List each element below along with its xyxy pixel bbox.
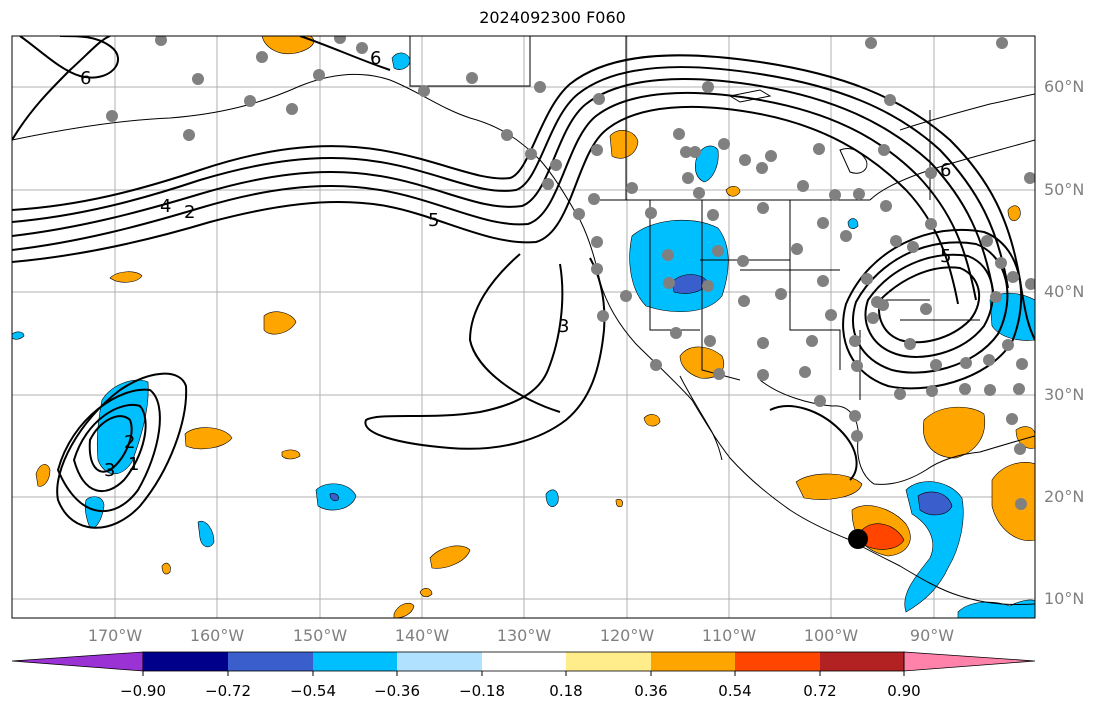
colorbar-segment [820, 652, 904, 671]
colorbar-tick-label: 0.90 [887, 682, 921, 700]
lat-label-10n: 10°N [1044, 589, 1085, 608]
colorbar-tick-label: −0.54 [290, 682, 336, 700]
gridlines [12, 36, 1035, 618]
map-frame [11, 35, 1036, 619]
lat-label-30n: 30°N [1044, 385, 1085, 404]
colorbar-tick-label: −0.72 [205, 682, 251, 700]
colorbar-tick-label: −0.36 [374, 682, 420, 700]
contours [12, 36, 1035, 529]
contour-label: 5 [940, 246, 951, 267]
contour-labels: 6 4 2 5 3 5 3 2 1 6 6 [80, 48, 951, 481]
contour-label: 1 [128, 454, 139, 475]
lat-label-20n: 20°N [1044, 487, 1085, 506]
colorbar-segment [313, 652, 397, 671]
contour-label: 5 [428, 210, 439, 231]
contour-label: 6 [940, 160, 951, 181]
lon-label-160w: 160°W [189, 626, 245, 645]
lon-label-100w: 100°W [803, 626, 859, 645]
contour-label: 2 [184, 202, 195, 223]
map-title: 2024092300 F060 [479, 8, 626, 27]
contour-label: 6 [370, 48, 381, 69]
colorbar-tick-label: 0.18 [549, 682, 583, 700]
colorbar-tick-label: 0.36 [634, 682, 668, 700]
colorbar-segment [566, 652, 651, 671]
colorbar-segment [651, 652, 735, 671]
colorbar [11, 651, 1036, 676]
lon-label-130w: 130°W [496, 626, 552, 645]
colorbar-tick-label: 0.54 [718, 682, 752, 700]
station-dots [106, 36, 1035, 510]
lon-label-120w: 120°W [599, 626, 655, 645]
colorbar-tick-label: −0.90 [120, 682, 166, 700]
contour-label: 6 [80, 68, 91, 89]
lon-label-140w: 140°W [394, 626, 450, 645]
lat-label-50n: 50°N [1044, 180, 1085, 199]
contour-label: 3 [558, 316, 569, 337]
storm-center-dot [848, 529, 868, 549]
colorbar-segment [397, 652, 482, 671]
lon-label-110w: 110°W [701, 626, 757, 645]
contour-label: 3 [104, 460, 115, 481]
colorbar-tick-label: 0.72 [803, 682, 837, 700]
colorbar-segment [735, 652, 820, 671]
colorbar-segment [482, 652, 566, 671]
lon-label-170w: 170°W [87, 626, 143, 645]
contour-label: 2 [124, 432, 135, 453]
lat-label-40n: 40°N [1044, 282, 1085, 301]
colorbar-extend-high [903, 651, 1036, 672]
colorbar-segment [143, 652, 228, 671]
colorbar-tick-label: −0.18 [459, 682, 505, 700]
lon-label-150w: 150°W [292, 626, 348, 645]
lat-label-60n: 60°N [1044, 77, 1085, 96]
colorbar-extend-low [11, 651, 144, 672]
lon-label-90w: 90°W [909, 626, 955, 645]
colorbar-segment [228, 652, 313, 671]
contour-label: 4 [160, 196, 171, 217]
